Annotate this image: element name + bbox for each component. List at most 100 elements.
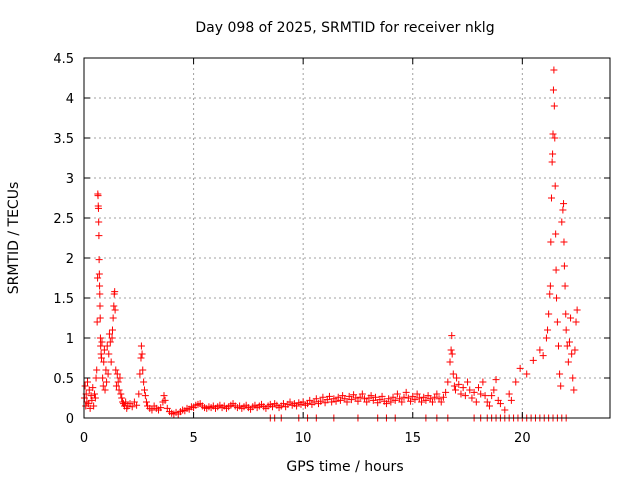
data-point — [140, 378, 148, 386]
data-point — [546, 290, 554, 298]
data-point — [567, 314, 575, 322]
data-point — [548, 158, 556, 166]
data-point — [102, 366, 110, 374]
data-point — [96, 290, 104, 298]
data-point — [137, 342, 145, 350]
data-point — [558, 218, 566, 226]
data-point — [455, 380, 463, 388]
data-point — [556, 370, 564, 378]
y-tick-label: 1 — [66, 332, 74, 347]
data-point — [549, 86, 557, 94]
data-point — [111, 288, 119, 296]
data-point — [86, 404, 94, 412]
data-point — [135, 390, 143, 398]
data-point — [100, 346, 108, 354]
data-point — [108, 334, 116, 342]
data-point — [110, 302, 118, 310]
axis-ticks: 0 0.5 1 1.5 2 2.5 3 3.5 4 4.5 0 5 10 15 20 — [53, 52, 610, 446]
data-point — [560, 200, 568, 208]
data-point — [138, 350, 146, 358]
data-point — [415, 394, 423, 402]
plot-frame — [83, 57, 611, 419]
data-point — [496, 400, 504, 408]
data-point — [336, 396, 344, 404]
data-point — [95, 218, 103, 226]
data-point — [93, 318, 101, 326]
data-point — [505, 390, 513, 398]
data-point — [552, 266, 560, 274]
data-point — [95, 270, 103, 278]
data-point — [393, 390, 401, 398]
data-point — [448, 332, 456, 340]
data-point — [363, 398, 371, 406]
data-point — [542, 334, 550, 342]
x-axis-title: GPS time / hours — [286, 459, 403, 475]
data-point — [101, 386, 109, 394]
data-point — [492, 376, 500, 384]
data-point — [561, 282, 569, 290]
data-point — [546, 282, 554, 290]
x-tick-label: 15 — [404, 431, 421, 446]
y-tick-label: 3.5 — [53, 132, 74, 147]
data-point — [111, 306, 119, 314]
data-point — [565, 338, 573, 346]
data-point — [507, 396, 515, 404]
data-point — [96, 282, 104, 290]
data-point — [94, 274, 102, 282]
data-point — [140, 386, 148, 394]
data-point — [103, 378, 111, 386]
data-point — [94, 192, 102, 200]
data-point — [475, 384, 482, 392]
data-point — [552, 230, 560, 238]
data-points — [80, 66, 581, 422]
data-point — [442, 388, 450, 396]
x-tick-label: 0 — [80, 431, 88, 446]
data-point — [332, 397, 340, 405]
data-point — [466, 386, 474, 394]
grid — [84, 58, 610, 418]
data-point — [87, 392, 95, 400]
data-point — [112, 366, 120, 374]
data-point — [411, 396, 419, 404]
data-point — [550, 66, 558, 74]
data-point — [91, 394, 99, 402]
data-point — [551, 134, 559, 142]
data-point — [142, 398, 150, 406]
data-point — [451, 386, 459, 394]
data-point — [118, 394, 126, 402]
data-point — [450, 382, 458, 390]
data-point — [422, 396, 430, 404]
data-point — [560, 262, 568, 270]
data-point — [347, 396, 355, 404]
data-point — [477, 390, 485, 398]
y-tick-label: 0 — [66, 412, 74, 427]
x-tick-label: 20 — [514, 431, 531, 446]
data-point — [96, 334, 104, 342]
y-tick-label: 2.5 — [53, 212, 74, 227]
data-point — [563, 342, 571, 350]
data-point — [160, 392, 168, 400]
data-point — [439, 393, 447, 401]
data-point — [544, 326, 552, 334]
data-point — [483, 398, 491, 406]
data-point — [418, 398, 426, 406]
data-point — [428, 398, 436, 406]
data-point — [551, 182, 559, 190]
data-point — [549, 150, 557, 158]
data-point — [99, 382, 107, 390]
data-point — [448, 350, 456, 358]
data-point — [387, 398, 395, 406]
data-point — [95, 232, 103, 240]
data-point — [97, 342, 105, 350]
data-point — [562, 310, 570, 318]
data-point — [306, 396, 314, 404]
data-point — [92, 374, 100, 382]
data-point — [317, 397, 325, 405]
data-point — [161, 396, 169, 404]
y-tick-label: 4.5 — [53, 52, 74, 67]
data-point — [103, 342, 111, 350]
data-point — [560, 238, 568, 246]
data-point — [433, 390, 441, 398]
data-point — [84, 378, 92, 386]
